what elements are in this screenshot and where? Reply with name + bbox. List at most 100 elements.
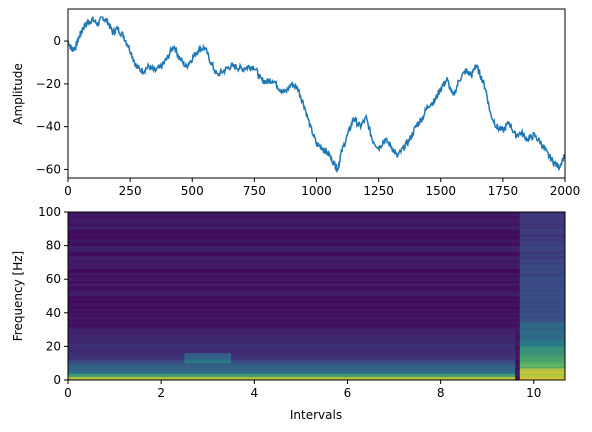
spectrogram-cell [68, 376, 516, 379]
spectrogram-texture [68, 304, 565, 307]
spectrogram-cell [184, 353, 232, 356]
spectrogram-cell [519, 329, 565, 332]
spectrogram-cell [519, 346, 565, 349]
amplitude-series-line [68, 16, 565, 173]
spectrogram-ytick-label: 40 [46, 306, 61, 320]
spectrogram-cell [184, 354, 232, 357]
spectrogram-cell [519, 222, 565, 225]
spectrogram-texture [68, 228, 565, 232]
spectrogram-cell [519, 223, 565, 226]
amplitude-plot: 0 250 500 750 1000 1250 1500 1750 2000 0 −20 −40 −6… [11, 8, 581, 198]
spectrogram-cell [519, 243, 565, 246]
spectrogram-cell [519, 349, 565, 352]
spectrogram-cell [519, 339, 565, 342]
spectrogram-cell [519, 248, 565, 251]
spectrogram-ytick-label: 0 [53, 373, 61, 387]
spectrogram-texture [68, 237, 565, 240]
frequency-ylabel: Frequency [Hz] [11, 251, 25, 342]
spectrogram-cell [519, 292, 565, 295]
spectrogram-cell [519, 264, 565, 267]
spectrogram-texture [68, 235, 565, 238]
spectrogram-cell [68, 354, 516, 357]
spectrogram-cell [519, 371, 565, 374]
spectrogram-frame [67, 211, 566, 381]
spectrogram-xtick-label: 0 [64, 386, 72, 400]
spectrogram-cell [519, 265, 565, 268]
spectrogram-cell [519, 220, 565, 223]
spectrogram-xtick-label: 6 [344, 386, 352, 400]
spectrogram-cell [519, 317, 565, 320]
spectrogram-texture [68, 317, 565, 320]
spectrogram-texture [68, 306, 565, 309]
spectrogram-cell [519, 247, 565, 250]
spectrogram-texture [68, 327, 565, 330]
spectrogram-cell [519, 242, 565, 245]
spectrogram-cell [68, 331, 516, 334]
spectrogram-cell [519, 267, 565, 270]
spectrogram-cell [519, 237, 565, 240]
spectrogram-cell [68, 374, 516, 377]
spectrogram-texture [68, 266, 565, 269]
spectrogram-texture [68, 222, 565, 225]
amplitude-xtick-label: 1000 [301, 184, 332, 198]
spectrogram-cell [68, 361, 516, 364]
spectrogram-texture [68, 323, 565, 326]
spectrogram-cell [68, 364, 516, 367]
spectrogram-cell [519, 336, 565, 339]
spectrogram-cell [519, 309, 565, 312]
spectrogram-cell [519, 351, 565, 354]
spectrogram-texture [68, 302, 565, 305]
spectrogram-cell [519, 272, 565, 275]
spectrogram-cell [519, 312, 565, 315]
spectrogram-cell [519, 238, 565, 241]
spectrogram-cell [519, 348, 565, 351]
spectrogram-cell [519, 326, 565, 329]
spectrogram-cell [519, 304, 565, 307]
spectrogram-cell [68, 343, 516, 346]
spectrogram-cell [68, 338, 516, 340]
amplitude-xtick-label: 2000 [550, 184, 581, 198]
spectrogram-texture [68, 224, 565, 227]
spectrogram-texture [68, 239, 565, 242]
spectrogram-texture [68, 275, 565, 278]
spectrogram-texture [68, 243, 565, 246]
spectrogram-texture [68, 262, 565, 265]
spectrogram-cell [68, 369, 516, 372]
spectrogram-cell [184, 359, 232, 362]
amplitude-xtick-label: 750 [243, 184, 266, 198]
spectrogram-cell [519, 232, 565, 235]
spectrogram-cell [519, 344, 565, 347]
spectrogram-cell [519, 212, 565, 214]
spectrogram-cell [519, 235, 565, 238]
spectrogram-texture [68, 279, 565, 282]
spectrogram-cell [519, 277, 565, 280]
spectrogram-cell [519, 217, 565, 220]
spectrogram-cell [519, 376, 565, 379]
spectrogram-cell [519, 319, 565, 322]
spectrogram-cell [519, 359, 565, 362]
spectrogram-cell [68, 356, 516, 359]
spectrogram-cell [519, 233, 565, 236]
spectrogram-texture [68, 300, 565, 303]
spectrogram-cell [519, 307, 565, 310]
spectrogram-cell [519, 373, 565, 376]
spectrogram-cell [68, 339, 516, 342]
spectrogram-cell [519, 341, 565, 344]
spectrogram-texture [68, 268, 565, 272]
spectrogram-cell [519, 327, 565, 330]
spectrogram-texture [68, 277, 565, 280]
spectrogram-cell [519, 279, 565, 282]
spectrogram-cell [519, 296, 565, 298]
spectrogram-cell [68, 344, 516, 347]
spectrogram-cell [519, 324, 565, 327]
spectrogram-cell [519, 270, 565, 273]
spectrogram-cell [68, 346, 516, 349]
spectrogram-texture [68, 293, 565, 297]
spectrogram-cell [519, 254, 565, 256]
intervals-xlabel: Intervals [290, 408, 342, 422]
spectrogram-cell [519, 215, 565, 218]
spectrogram-cell [519, 316, 565, 319]
spectrogram-cell [519, 374, 565, 377]
spectrogram-cell [519, 287, 565, 290]
